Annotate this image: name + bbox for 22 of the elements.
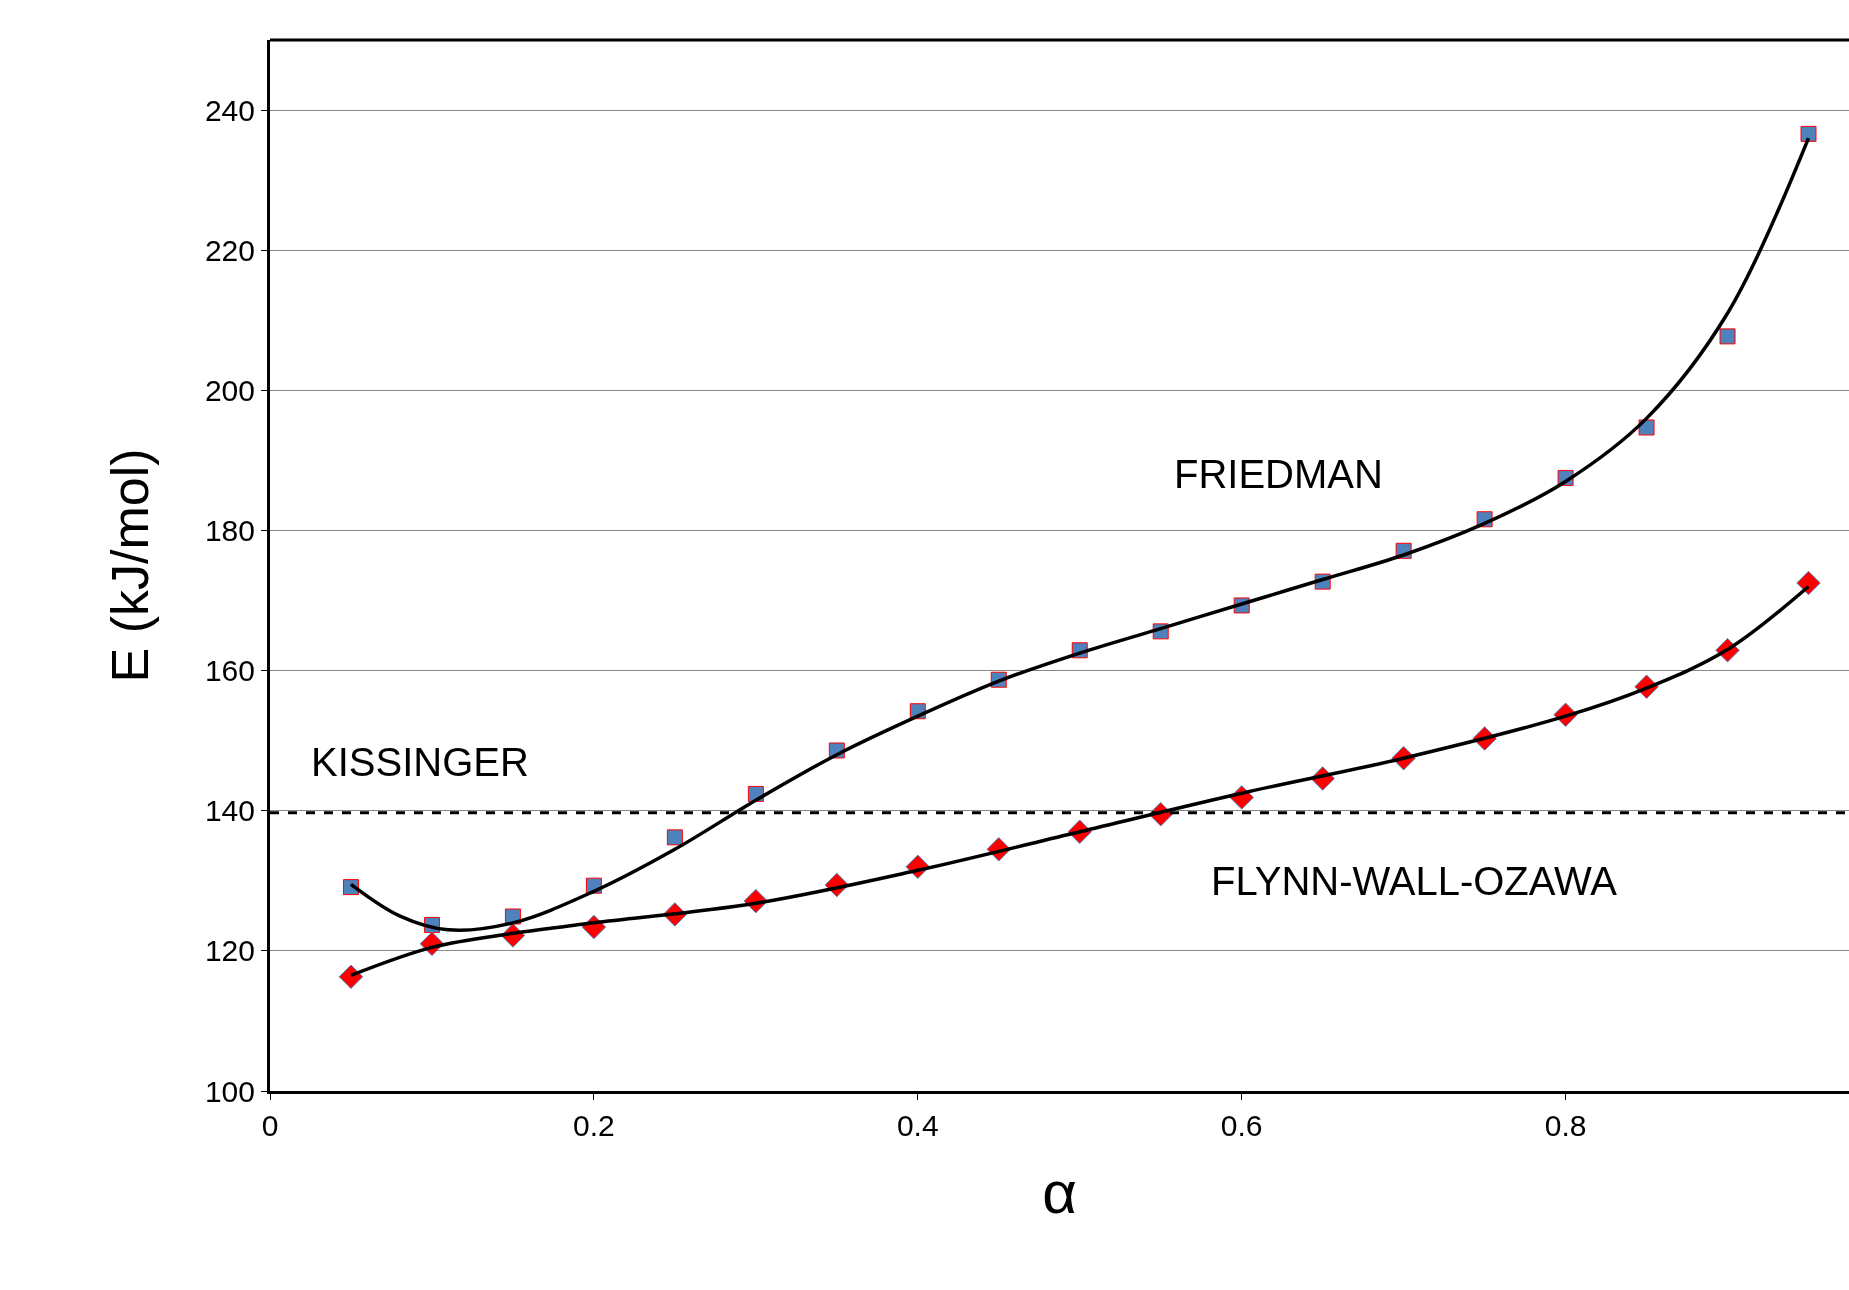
point (666, 829, 683, 846)
annotation: FRIEDMAN (1174, 452, 1383, 496)
x-tick-label: 0 (261, 1109, 279, 1142)
x-tick-label: 0.2 (573, 1109, 615, 1142)
point (1719, 328, 1736, 345)
point (1796, 570, 1821, 596)
y-tick-label: 240 (204, 93, 255, 127)
x-tick-label: 0.6 (1220, 1109, 1263, 1142)
y-tick-label: 200 (204, 373, 255, 407)
x-tick-label: 0.4 (896, 1109, 939, 1142)
annotation: KISSINGER (311, 740, 529, 784)
x-axis-title: α (1042, 1158, 1077, 1226)
y-tick-label: 220 (204, 233, 255, 267)
x-tick-label: 0.8 (1544, 1109, 1587, 1142)
y-tick-label: 180 (204, 513, 255, 547)
y-tick-label: 100 (204, 1074, 255, 1108)
annotation: FLYNN-WALL-OZAWA (1211, 859, 1618, 903)
point (1800, 125, 1817, 142)
y-axis-title: E (kJ/mol) (101, 448, 160, 683)
y-tick-label: 120 (204, 934, 255, 968)
y-tick-label: 140 (204, 794, 255, 828)
y-tick-label: 160 (204, 654, 255, 688)
